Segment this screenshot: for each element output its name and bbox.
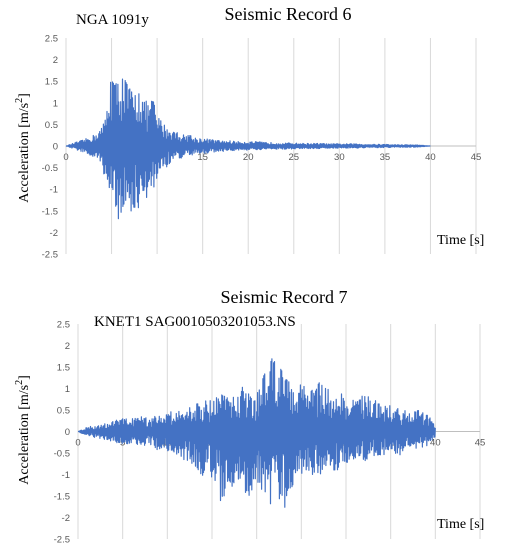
x-tick-label: 0	[75, 438, 80, 449]
y-tick-label: -1.5	[42, 206, 58, 217]
y-tick-label: -1	[50, 185, 58, 196]
x-tick-label: 25	[288, 152, 299, 163]
y-axis-label-prefix: Acceleration [m/s	[17, 385, 32, 485]
seismic-record-6-chart: Seismic Record 6 NGA 1091y 2.521.510.50-…	[14, 4, 484, 261]
y-tick-label: 1	[65, 384, 70, 395]
x-tick-label: 40	[430, 438, 441, 449]
y-axis-label-sup: 2	[14, 98, 25, 103]
y-tick-label: -2	[62, 513, 70, 524]
series-line	[65, 78, 431, 220]
x-axis-label: Time [s]	[437, 233, 484, 248]
y-tick-label: 1.5	[57, 363, 70, 374]
y-axis-label-prefix: Acceleration [m/s	[17, 103, 32, 203]
x-tick-label: 20	[243, 152, 254, 163]
y-axis-label-suffix: ]	[17, 375, 32, 380]
y-tick-labels: 2.5 2 1.5 1 0.5 0 -0.5 -1 -1.5 -2 -2.5	[42, 34, 58, 261]
y-tick-label: 0	[65, 427, 70, 438]
y-tick-label: -2	[50, 228, 58, 239]
y-tick-label: 0	[53, 142, 58, 153]
y-tick-labels: 2.5 2 1.5 1 0.5 0 -0.5 -1 -1.5 -2 -2.5	[54, 320, 70, 546]
y-tick-label: -2.5	[42, 250, 58, 261]
y-tick-label: 1.5	[45, 77, 58, 88]
y-tick-label: -0.5	[42, 163, 58, 174]
x-tick-label: 30	[334, 152, 345, 163]
y-axis-label-sup: 2	[14, 380, 25, 385]
chart-subtitle: KNET1 SAG0010503201053.NS	[94, 314, 296, 330]
y-tick-label: -2.5	[54, 535, 70, 546]
y-tick-label: 0.5	[57, 406, 70, 417]
y-tick-label: 2.5	[45, 34, 58, 45]
x-tick-label: 35	[380, 152, 391, 163]
seismic-record-7-chart: Seismic Record 7 KNET1 SAG0010503201053.…	[14, 287, 485, 546]
y-axis-label: Acceleration [m/s2]	[14, 93, 32, 203]
y-axis-label-suffix: ]	[17, 93, 32, 98]
chart-title: Seismic Record 7	[221, 287, 348, 307]
x-tick-label: 15	[197, 152, 208, 163]
y-tick-label: -1	[62, 470, 70, 481]
y-tick-label: 2	[65, 341, 70, 352]
series-lines	[77, 358, 436, 508]
x-tick-label: 0	[63, 152, 68, 163]
series-line	[77, 358, 436, 508]
y-tick-label: 2	[53, 55, 58, 66]
x-tick-label: 45	[475, 438, 486, 449]
y-tick-label: -0.5	[54, 449, 70, 460]
chart-title: Seismic Record 6	[225, 4, 352, 24]
chart-subtitle: NGA 1091y	[76, 12, 149, 28]
y-tick-label: 2.5	[57, 320, 70, 331]
y-axis-label: Acceleration [m/s2]	[14, 375, 32, 485]
y-tick-label: 0.5	[45, 120, 58, 131]
x-tick-label: 45	[471, 152, 482, 163]
y-tick-label: -1.5	[54, 492, 70, 503]
x-axis-label: Time [s]	[437, 517, 484, 532]
x-tick-label: 40	[425, 152, 436, 163]
y-tick-label: 1	[53, 98, 58, 109]
series-lines	[65, 78, 431, 220]
